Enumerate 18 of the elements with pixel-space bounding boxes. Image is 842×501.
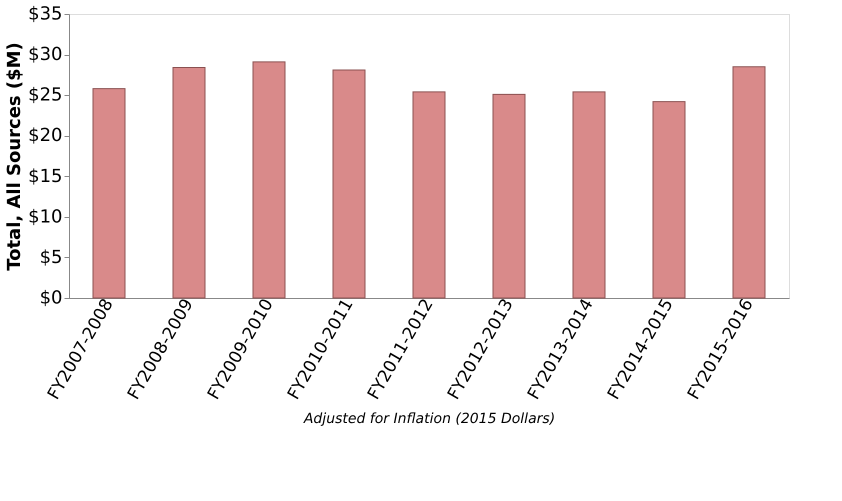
y-tick-label: $35 — [28, 4, 62, 24]
y-tick-label: $15 — [28, 166, 62, 187]
y-tick-label: $10 — [28, 206, 62, 228]
y-axis-title: Total, All Sources ($M) — [4, 42, 26, 271]
x-axis-title: Adjusted for Inflation (2015 Dollars) — [302, 411, 556, 428]
y-tick-label: $5 — [40, 246, 62, 268]
bar — [492, 94, 526, 298]
bar — [252, 61, 286, 298]
bar — [412, 91, 446, 298]
y-tick-label: $30 — [28, 44, 62, 66]
bar — [92, 88, 126, 298]
bar — [732, 66, 766, 298]
y-tick-label: $20 — [28, 125, 62, 146]
bar — [172, 67, 206, 298]
bar — [332, 69, 366, 298]
y-tick-label: $25 — [28, 84, 62, 106]
bar — [572, 91, 606, 298]
bar — [652, 101, 686, 298]
